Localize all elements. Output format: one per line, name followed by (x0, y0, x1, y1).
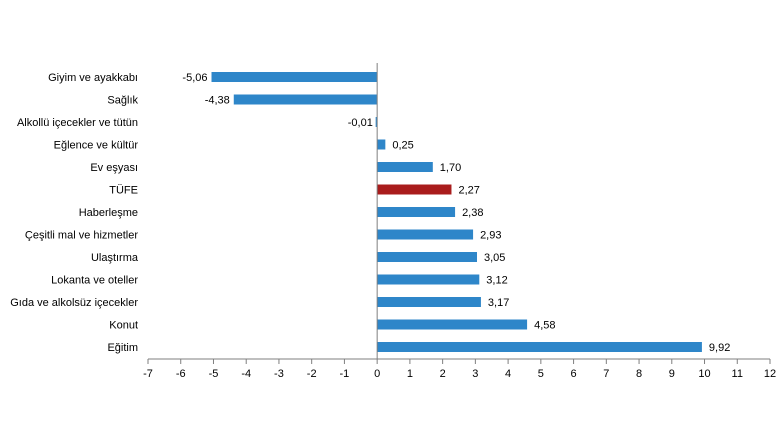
value-label-saglik: -4,38 (205, 95, 230, 107)
x-tick-label: 5 (538, 368, 544, 380)
x-tick-label: -4 (241, 368, 251, 380)
bar-konut (377, 319, 528, 330)
x-tick-label: 11 (732, 368, 743, 380)
x-tick-label: 1 (407, 368, 413, 380)
bar-ev-esyasi (377, 162, 433, 172)
x-tick-label: -7 (143, 368, 153, 380)
bars-layer (211, 72, 702, 352)
bar-alkollu-icecekler-ve-tutun (375, 117, 378, 127)
x-axis: -7 -6 -5 -4 -3 -2 -1 0 1 2 3 4 5 6 7 8 9 10 11 12 (143, 63, 776, 380)
x-tick-label: 0 (374, 368, 380, 380)
value-label-eglence-ve-kultur: 0,25 (392, 140, 413, 152)
value-label-egitim: 9,92 (709, 342, 730, 354)
bar-haberlesme (377, 207, 456, 217)
bar-lokanta-ve-oteller (377, 274, 480, 285)
category-label-konut: Konut (109, 320, 138, 332)
bar-saglik (233, 94, 378, 105)
x-tick-label: 6 (571, 368, 577, 380)
bar-egitim (377, 342, 702, 352)
category-label-tufe: TÜFE (109, 185, 138, 197)
x-tick-label: 4 (505, 368, 511, 380)
x-tick-label: 10 (698, 368, 710, 380)
category-label-egitim: Eğitim (107, 342, 138, 354)
x-tick-label: 2 (440, 368, 446, 380)
value-label-haberlesme: 2,38 (462, 207, 483, 219)
value-label-lokanta-ve-oteller: 3,12 (486, 275, 507, 287)
value-label-giyim-ve-ayakkabi: -5,06 (182, 72, 207, 84)
category-label-lokanta-ve-oteller: Lokanta ve oteller (51, 275, 138, 287)
value-label-ulastirma: 3,05 (484, 252, 505, 264)
bar-giyim-ve-ayakkabi (211, 72, 378, 82)
category-label-cesitli-mal-ve-hizmetler: Çeşitli mal ve hizmetler (25, 230, 138, 242)
x-tick-label: 7 (603, 368, 609, 380)
category-label-haberlesme: Haberleşme (79, 207, 138, 219)
value-label-tufe: 2,27 (458, 185, 479, 197)
x-tick-label: -2 (307, 368, 317, 380)
category-label-giyim-ve-ayakkabi: Giyim ve ayakkabı (48, 72, 138, 84)
bar-ulastirma (377, 252, 478, 262)
category-label-eglence-ve-kultur: Eğlence ve kültür (54, 140, 139, 152)
category-label-saglik: Sağlık (107, 95, 138, 107)
bar-gida-ve-alkolsuz-icecekler (377, 297, 481, 307)
value-labels: -5,06 -4,38 -0,01 0,25 1,70 2,27 2,38 2,93 3,05 3… (182, 72, 730, 354)
value-label-gida-ve-alkolsuz-icecekler: 3,17 (488, 297, 509, 309)
category-label-gida-ve-alkolsuz-icecekler: Gıda ve alkolsüz içecekler (10, 297, 138, 309)
bar-eglence-ve-kultur (377, 139, 386, 150)
value-label-ev-esyasi: 1,70 (440, 162, 461, 174)
category-label-ulastirma: Ulaştırma (91, 252, 139, 264)
x-tick-label: 8 (636, 368, 642, 380)
x-tick-label: 9 (669, 368, 675, 380)
x-tick-label: 3 (472, 368, 478, 380)
x-tick-label: -1 (340, 368, 350, 380)
bar-tufe (377, 184, 452, 195)
x-tick-label: -5 (209, 368, 219, 380)
category-labels: Giyim ve ayakkabı Sağlık Alkollü içecekler… (10, 72, 139, 354)
x-tick-label: -6 (176, 368, 186, 380)
category-label-ev-esyasi: Ev eşyası (90, 162, 138, 174)
bar-cesitli-mal-ve-hizmetler (377, 229, 474, 240)
x-tick-label: -3 (274, 368, 284, 380)
value-label-alkollu-icecekler-ve-tutun: -0,01 (348, 117, 373, 129)
category-label-alkollu-icecekler-ve-tutun: Alkollü içecekler ve tütün (17, 117, 138, 129)
value-label-konut: 4,58 (534, 320, 555, 332)
x-tick-label: 12 (764, 368, 776, 380)
value-label-cesitli-mal-ve-hizmetler: 2,93 (480, 230, 501, 242)
